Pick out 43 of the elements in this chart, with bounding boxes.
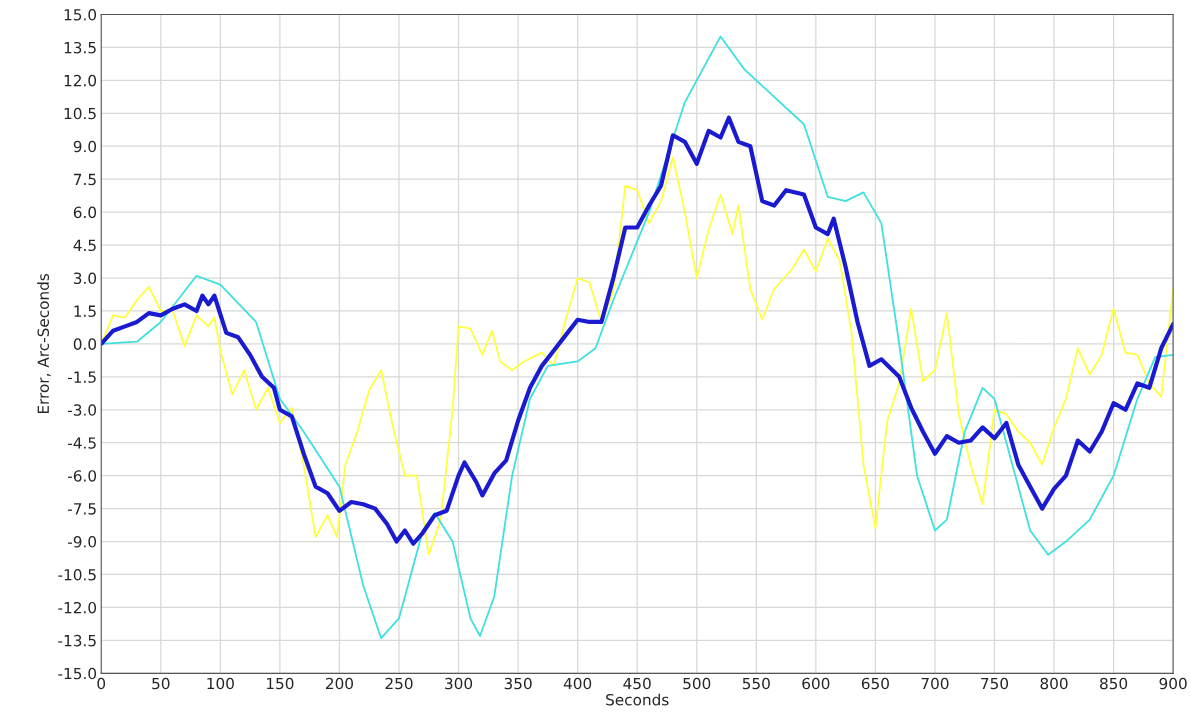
- x-tick-label: 500: [683, 677, 711, 690]
- line-series: [101, 35, 1174, 640]
- y-axis-title: Error, Arc-Seconds: [37, 273, 51, 414]
- x-tick-label: 450: [623, 677, 651, 690]
- y-tick-label: 6.0: [73, 206, 97, 219]
- x-tick-label: 900: [1159, 677, 1187, 690]
- x-tick-label: 600: [802, 677, 830, 690]
- y-tick-label: -9.0: [68, 536, 97, 548]
- y-tick-label: 9.0: [73, 140, 97, 153]
- y-tick-label: -12.0: [58, 601, 97, 614]
- y-tick-label: -4.5: [68, 437, 96, 449]
- x-tick-label: 50: [152, 677, 170, 690]
- y-tick-label: -13.5: [58, 634, 96, 647]
- y-tick-label: -7.5: [68, 503, 96, 515]
- x-tick-label: 250: [385, 677, 413, 690]
- x-tick-label: 300: [445, 677, 473, 690]
- y-tick-label: 7.5: [74, 173, 96, 186]
- y-tick-label: 0.0: [73, 338, 97, 350]
- y-tick-label: -10.5: [58, 568, 96, 581]
- x-tick-label: 750: [981, 677, 1009, 690]
- x-tick-label: 550: [742, 677, 770, 690]
- y-tick-label: 1.5: [74, 305, 96, 317]
- y-tick-label: 3.0: [73, 272, 97, 285]
- x-tick-label: 150: [266, 677, 294, 690]
- x-tick-label: 0: [97, 677, 106, 690]
- y-tick-label: -6.0: [68, 470, 97, 482]
- y-tick-label: 10.5: [64, 107, 96, 120]
- x-tick-label: 650: [861, 677, 889, 690]
- x-axis-title: Seconds: [606, 693, 669, 706]
- y-tick-label: 4.5: [73, 239, 96, 252]
- x-tick-label: 200: [325, 677, 353, 690]
- x-tick-label: 400: [563, 677, 592, 690]
- y-tick-label: 13.5: [64, 41, 96, 54]
- x-tick-label: 700: [921, 677, 949, 690]
- y-tick-label: -15.0: [58, 667, 97, 680]
- x-tick-label: 100: [207, 677, 234, 690]
- x-tick-label: 850: [1100, 677, 1128, 690]
- y-tick-label: -1.5: [68, 371, 96, 383]
- x-tick-label: 350: [504, 677, 532, 690]
- y-tick-label: 15.0: [64, 8, 97, 21]
- x-tick-label: 800: [1040, 677, 1068, 690]
- y-tick-label: 12.0: [64, 74, 97, 87]
- y-tick-label: -3.0: [68, 404, 97, 416]
